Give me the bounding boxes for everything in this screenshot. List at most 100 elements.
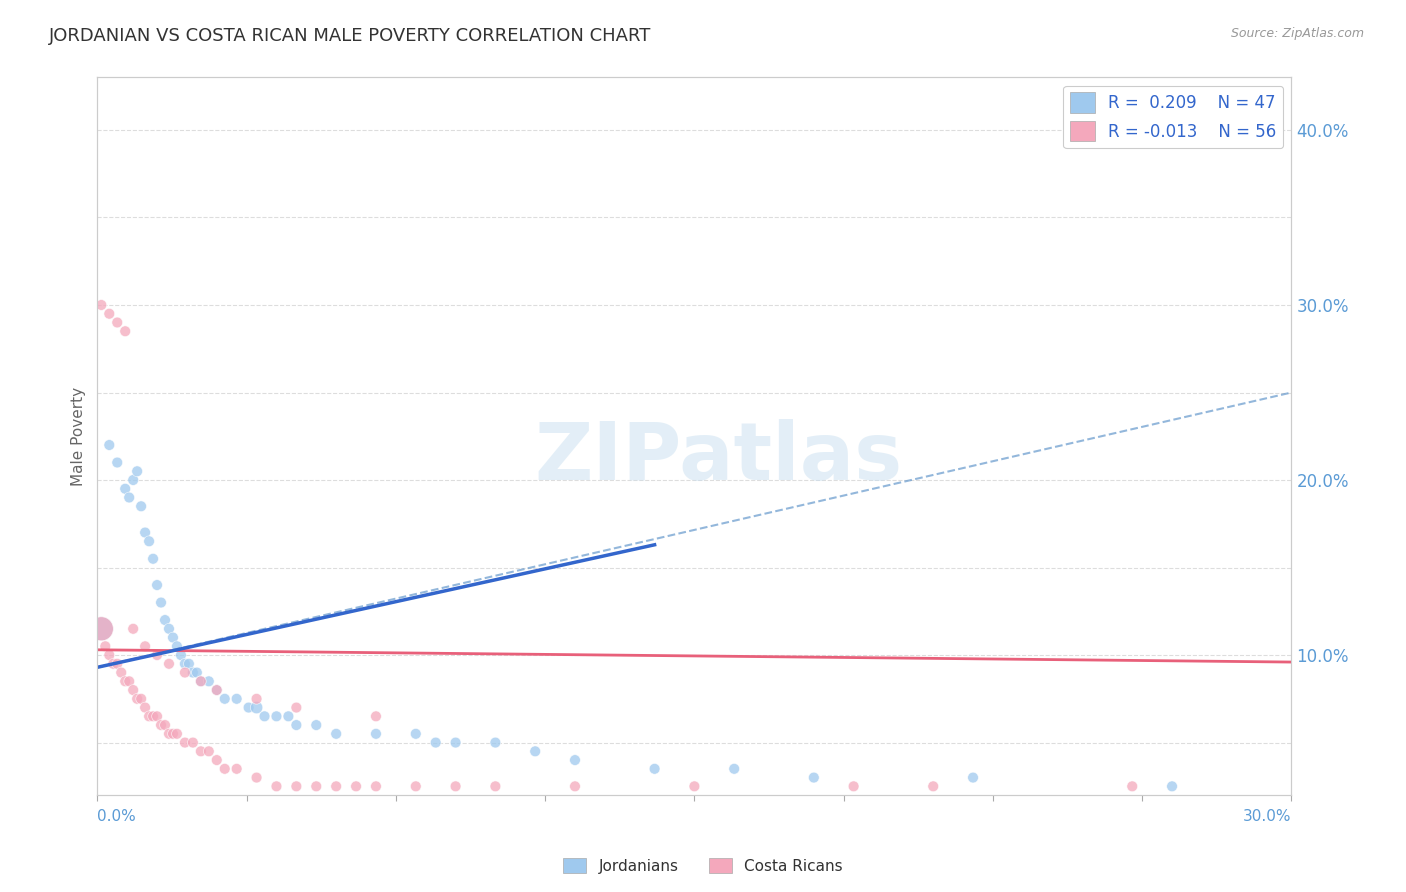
Point — [1121, 780, 1143, 794]
Point — [114, 324, 136, 338]
Point — [153, 613, 176, 627]
Point — [444, 735, 467, 749]
Point — [177, 657, 200, 671]
Point — [105, 456, 128, 470]
Point — [285, 780, 308, 794]
Point — [142, 709, 165, 723]
Text: Source: ZipAtlas.com: Source: ZipAtlas.com — [1230, 27, 1364, 40]
Point — [146, 578, 169, 592]
Point — [405, 780, 427, 794]
Point — [122, 473, 145, 487]
Point — [94, 640, 117, 654]
Text: ZIPatlas: ZIPatlas — [534, 418, 903, 497]
Point — [205, 753, 228, 767]
Point — [245, 771, 267, 785]
Point — [162, 727, 184, 741]
Point — [166, 640, 188, 654]
Point — [153, 718, 176, 732]
Point — [138, 534, 160, 549]
Point — [118, 674, 141, 689]
Point — [166, 727, 188, 741]
Point — [425, 735, 447, 749]
Point — [214, 762, 236, 776]
Point — [405, 727, 427, 741]
Point — [142, 551, 165, 566]
Point — [277, 709, 299, 723]
Legend: Jordanians, Costa Ricans: Jordanians, Costa Ricans — [557, 852, 849, 880]
Point — [214, 691, 236, 706]
Point — [157, 622, 180, 636]
Point — [114, 482, 136, 496]
Point — [198, 674, 221, 689]
Point — [205, 683, 228, 698]
Point — [127, 464, 149, 478]
Point — [225, 691, 247, 706]
Legend: R =  0.209    N = 47, R = -0.013    N = 56: R = 0.209 N = 47, R = -0.013 N = 56 — [1063, 86, 1284, 148]
Point — [129, 500, 152, 514]
Point — [245, 700, 267, 714]
Point — [285, 700, 308, 714]
Point — [157, 657, 180, 671]
Point — [98, 438, 121, 452]
Point — [150, 718, 173, 732]
Point — [170, 648, 193, 662]
Point — [245, 691, 267, 706]
Point — [150, 595, 173, 609]
Text: 0.0%: 0.0% — [97, 809, 136, 824]
Point — [198, 744, 221, 758]
Point — [138, 709, 160, 723]
Point — [162, 631, 184, 645]
Point — [1161, 780, 1184, 794]
Point — [803, 771, 825, 785]
Point — [205, 683, 228, 698]
Point — [129, 691, 152, 706]
Point — [122, 683, 145, 698]
Point — [325, 727, 347, 741]
Point — [134, 640, 156, 654]
Point — [225, 762, 247, 776]
Point — [266, 780, 288, 794]
Point — [114, 674, 136, 689]
Point — [962, 771, 984, 785]
Point — [683, 780, 706, 794]
Point — [266, 709, 288, 723]
Point — [285, 718, 308, 732]
Point — [364, 727, 387, 741]
Point — [174, 735, 197, 749]
Point — [146, 648, 169, 662]
Point — [98, 648, 121, 662]
Point — [344, 780, 367, 794]
Point — [134, 700, 156, 714]
Point — [122, 622, 145, 636]
Point — [105, 316, 128, 330]
Text: JORDANIAN VS COSTA RICAN MALE POVERTY CORRELATION CHART: JORDANIAN VS COSTA RICAN MALE POVERTY CO… — [49, 27, 651, 45]
Point — [103, 657, 125, 671]
Point — [364, 709, 387, 723]
Point — [90, 298, 112, 312]
Point — [181, 665, 204, 680]
Y-axis label: Male Poverty: Male Poverty — [72, 387, 86, 486]
Point — [238, 700, 260, 714]
Point — [723, 762, 745, 776]
Point — [842, 780, 865, 794]
Point — [181, 735, 204, 749]
Point — [174, 657, 197, 671]
Point — [364, 780, 387, 794]
Point — [444, 780, 467, 794]
Point — [110, 665, 132, 680]
Point — [190, 744, 212, 758]
Point — [105, 657, 128, 671]
Point — [484, 735, 506, 749]
Point — [98, 307, 121, 321]
Point — [305, 780, 328, 794]
Point — [190, 674, 212, 689]
Point — [922, 780, 945, 794]
Point — [90, 622, 112, 636]
Point — [644, 762, 666, 776]
Point — [524, 744, 547, 758]
Point — [484, 780, 506, 794]
Point — [253, 709, 276, 723]
Text: 30.0%: 30.0% — [1243, 809, 1292, 824]
Point — [90, 622, 112, 636]
Point — [157, 727, 180, 741]
